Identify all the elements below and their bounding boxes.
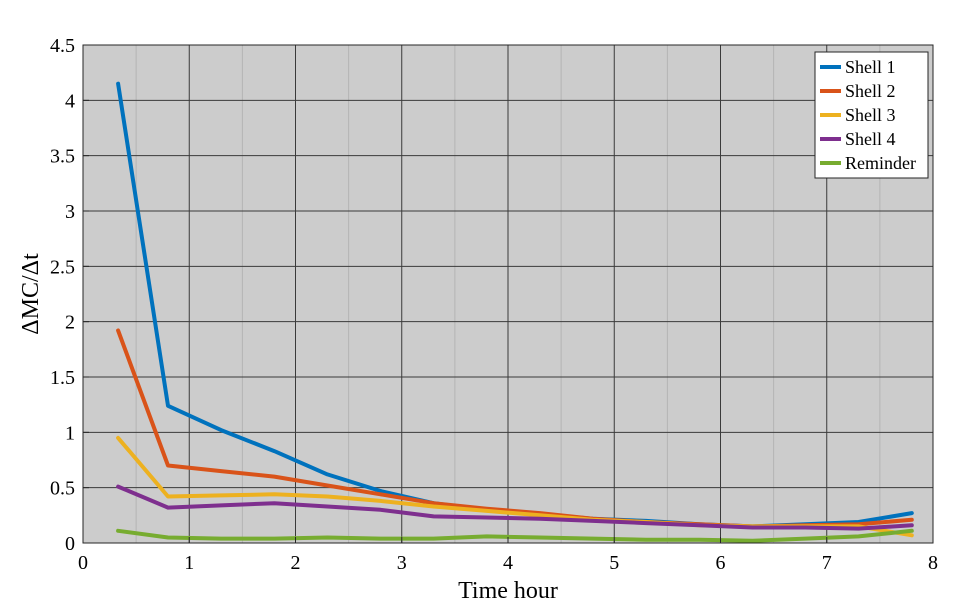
x-tick-label: 6: [716, 552, 726, 574]
x-tick-label: 2: [291, 552, 301, 574]
legend: Shell 1 Shell 2 Shell 3 Shell 4 Reminder: [814, 51, 929, 179]
y-tick-label: 3.5: [50, 146, 75, 168]
legend-label: Reminder: [845, 153, 916, 173]
legend-label: Shell 4: [845, 129, 896, 149]
y-tick-label: 2.5: [50, 256, 75, 278]
series-line-4: [116, 484, 914, 531]
x-tick-label: 7: [822, 552, 832, 574]
x-axis-ticks: 0 1 2 3 4 5 6 7 8: [78, 537, 938, 574]
y-tick-label: 1: [65, 422, 75, 444]
x-axis-label: Time hour: [458, 578, 558, 604]
series-lines: [116, 81, 914, 543]
y-tick-label: 0: [65, 533, 75, 555]
y-tick-label: 0.5: [50, 478, 75, 500]
series-line-5: [116, 528, 914, 543]
x-tick-label: 4: [503, 552, 513, 574]
x-tick-label: 8: [928, 552, 938, 574]
major-grid: [83, 45, 933, 543]
y-tick-label: 1.5: [50, 367, 75, 389]
y-axis-ticks: 0 0.5 1 1.5 2 2.5 3 3.5 4 4.5: [50, 35, 89, 555]
y-tick-label: 2: [65, 312, 75, 334]
x-tick-label: 1: [184, 552, 194, 574]
legend-label: Shell 1: [845, 57, 896, 77]
y-tick-label: 4: [65, 90, 75, 112]
x-tick-label: 5: [609, 552, 619, 574]
legend-label: Shell 3: [845, 105, 896, 125]
legend-label: Shell 2: [845, 81, 896, 101]
y-tick-label: 3: [65, 201, 75, 223]
x-tick-label: 0: [78, 552, 88, 574]
y-tick-label: 4.5: [50, 35, 75, 57]
x-tick-label: 3: [397, 552, 407, 574]
y-axis-label: ΔMC/Δt: [18, 253, 44, 335]
